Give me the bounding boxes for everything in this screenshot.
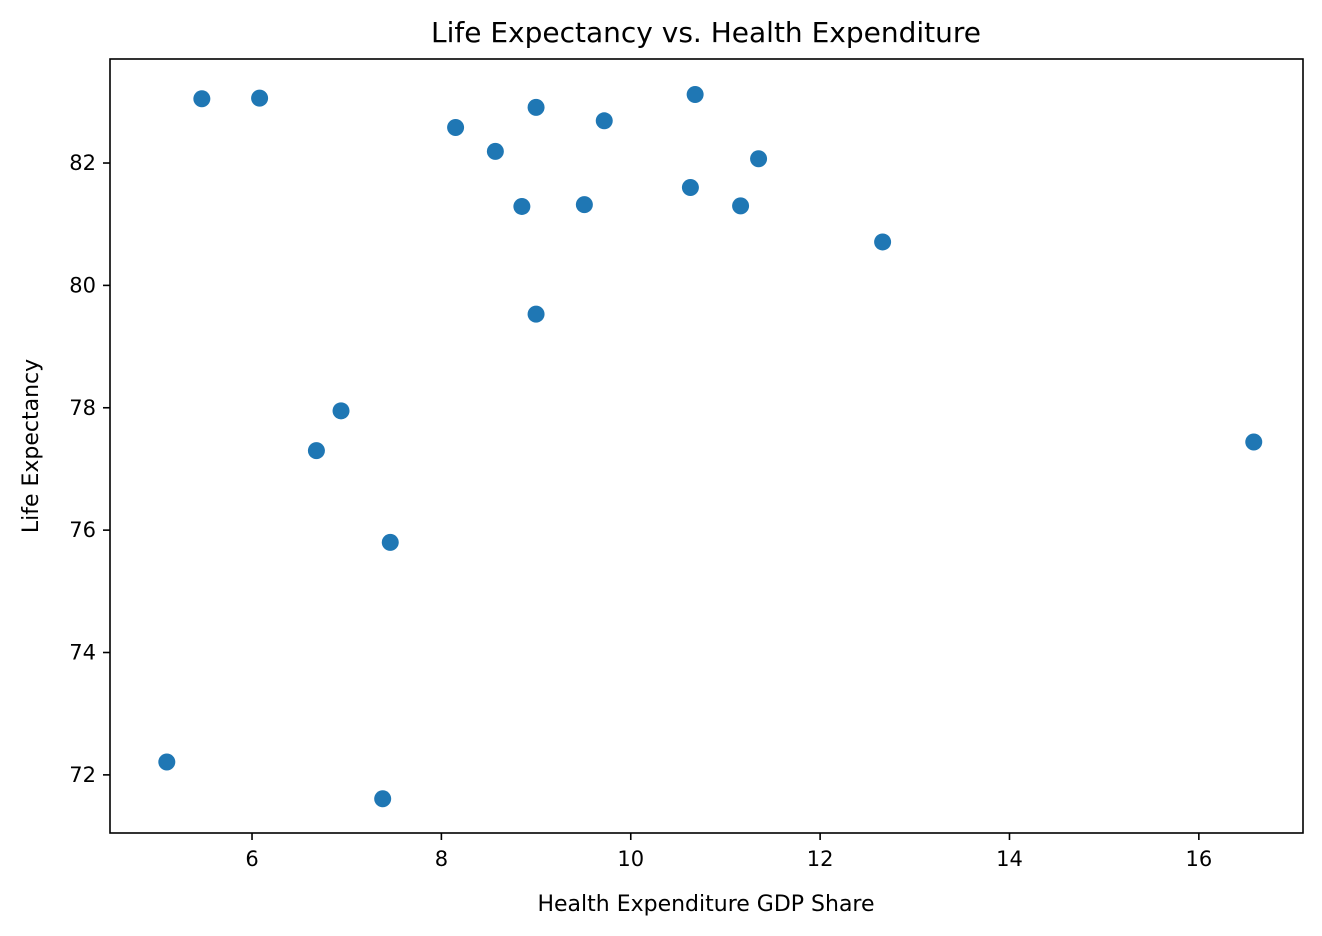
data-point [307, 442, 325, 460]
plot-area [109, 58, 1304, 834]
y-tick-label: 78 [69, 396, 96, 420]
data-point [374, 790, 392, 808]
data-point [1245, 433, 1263, 451]
data-point [513, 197, 531, 215]
x-tick-label: 12 [807, 847, 834, 871]
data-point [527, 305, 545, 323]
data-point [686, 85, 704, 103]
data-point [381, 533, 399, 551]
data-point [527, 98, 545, 116]
y-tick-label: 72 [69, 763, 96, 787]
data-point [595, 112, 613, 130]
y-tick-label: 80 [69, 273, 96, 297]
x-tick-label: 8 [435, 847, 448, 871]
data-point [447, 119, 465, 137]
x-tick-label: 14 [996, 847, 1023, 871]
data-point [193, 90, 211, 108]
x-tick-label: 10 [617, 847, 644, 871]
x-axis-label: Health Expenditure GDP Share [537, 892, 874, 917]
y-axis: 72 74 76 78 80 82 [69, 151, 110, 787]
data-point [158, 753, 176, 771]
data-point [681, 178, 699, 196]
y-tick-label: 76 [69, 518, 96, 542]
data-point [874, 233, 892, 251]
data-point [486, 142, 504, 160]
x-axis: 6 8 10 12 14 16 [245, 833, 1212, 871]
data-point [575, 196, 593, 214]
data-point [732, 197, 750, 215]
y-tick-label: 74 [69, 641, 96, 665]
x-tick-label: 6 [245, 847, 258, 871]
data-points [158, 85, 1263, 808]
data-point [251, 89, 269, 107]
data-point [332, 402, 350, 420]
y-tick-label: 82 [69, 151, 96, 175]
chart-title: Life Expectancy vs. Health Expenditure [431, 16, 981, 49]
data-point [750, 150, 768, 168]
x-tick-label: 16 [1185, 847, 1212, 871]
y-axis-label: Life Expectancy [19, 359, 44, 533]
